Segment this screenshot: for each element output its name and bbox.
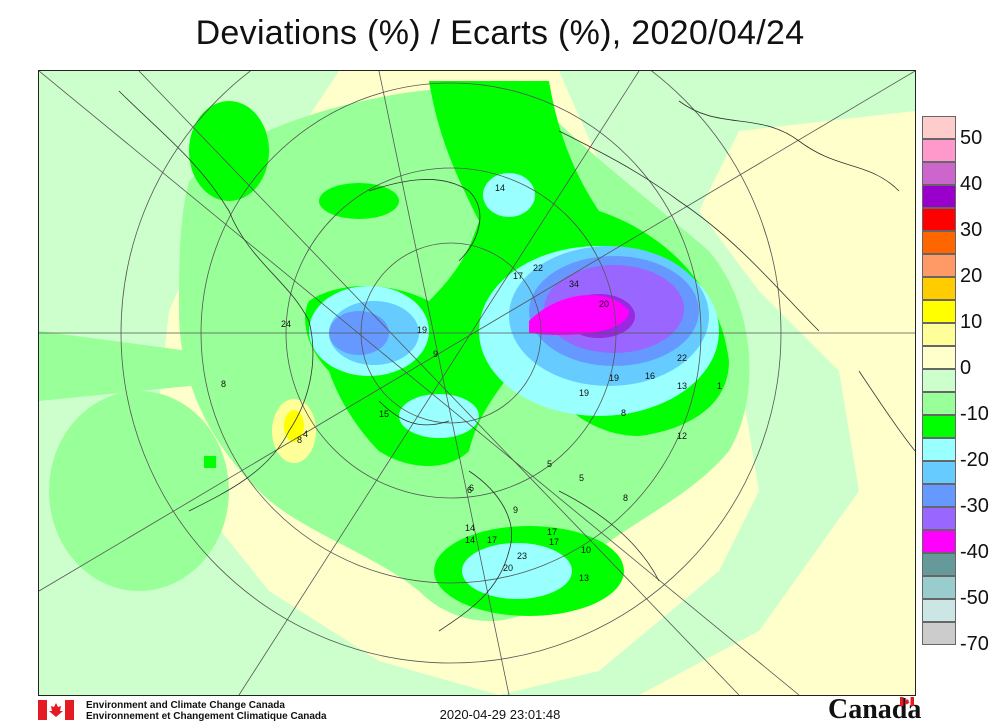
legend-swatch xyxy=(922,553,956,576)
legend-swatch xyxy=(922,461,956,484)
legend-swatch xyxy=(922,599,956,622)
station-value: 22 xyxy=(533,263,543,273)
station-value: 17 xyxy=(547,527,557,537)
station-value: 9 xyxy=(433,349,438,359)
legend-swatch xyxy=(922,438,956,461)
organization-name-fr: Environnement et Changement Climatique C… xyxy=(86,711,327,722)
station-value: 20 xyxy=(599,299,609,309)
legend-swatch xyxy=(922,530,956,553)
station-value: 6 xyxy=(467,485,472,495)
station-value: 14 xyxy=(465,535,475,545)
legend-tick-label: -40 xyxy=(960,541,989,563)
legend-swatch xyxy=(922,208,956,231)
station-value: 23 xyxy=(517,551,527,561)
legend-swatch xyxy=(922,277,956,300)
legend-tick-label: 10 xyxy=(960,311,983,333)
station-value: 8 xyxy=(297,435,302,445)
station-value: 12 xyxy=(677,431,687,441)
canada-wordmark: Canada xyxy=(828,694,922,725)
legend-tick-label: -30 xyxy=(960,495,989,517)
legend-swatch xyxy=(922,254,956,277)
station-value: 14 xyxy=(495,183,505,193)
legend-tick-label: 30 xyxy=(960,219,983,241)
legend-tick-label: 40 xyxy=(960,173,983,195)
station-value: 13 xyxy=(579,573,589,583)
legend-swatch xyxy=(922,484,956,507)
station-value: 34 xyxy=(569,279,579,289)
legend-tick-label: -70 xyxy=(960,633,989,655)
legend-swatch xyxy=(922,576,956,599)
station-value: 5 xyxy=(547,459,552,469)
station-value: 1 xyxy=(717,381,722,391)
station-value: 4 xyxy=(303,429,308,439)
canada-flag-icon xyxy=(38,700,74,720)
station-value: 17 xyxy=(549,537,559,547)
station-value: 8 xyxy=(221,379,226,389)
color-legend: 50 40 30 20 10 0 -10 -20 -30 -40 -50 -70 xyxy=(922,116,1000,660)
station-value: 14 xyxy=(465,523,475,533)
legend-tick-label: -10 xyxy=(960,403,989,425)
legend-tick-label: 0 xyxy=(960,357,972,379)
station-value: 20 xyxy=(503,563,513,573)
station-value: 19 xyxy=(579,388,589,398)
legend-swatch xyxy=(922,300,956,323)
station-value: 9 xyxy=(513,505,518,515)
station-value: 6 xyxy=(469,483,474,493)
station-labels: 14 22 34 20 17 22 16 13 19 19 8 1 12 15 … xyxy=(221,183,722,583)
legend-swatch xyxy=(922,392,956,415)
legend-tick-label: -20 xyxy=(960,449,989,471)
legend-swatch xyxy=(922,323,956,346)
contour-yellow xyxy=(272,399,316,463)
station-value: 22 xyxy=(677,353,687,363)
legend-swatch xyxy=(922,415,956,438)
timestamp: 2020-04-29 23:01:48 xyxy=(439,707,561,722)
legend-swatch xyxy=(922,346,956,369)
legend-swatch xyxy=(922,116,956,139)
station-value: 17 xyxy=(487,535,497,545)
station-value: 24 xyxy=(281,319,291,329)
station-value: 13 xyxy=(677,381,687,391)
station-value: 8 xyxy=(623,493,628,503)
station-value: 10 xyxy=(581,545,591,555)
coastlines xyxy=(118,90,915,632)
legend-swatch xyxy=(922,139,956,162)
map-title: Deviations (%) / Ecarts (%), 2020/04/24 xyxy=(195,14,805,52)
station-value: 15 xyxy=(379,409,389,419)
station-value: 17 xyxy=(513,271,523,281)
organization-name: Environment and Climate Change Canada En… xyxy=(86,700,327,722)
station-value: 19 xyxy=(417,325,427,335)
legend-tick-label: 20 xyxy=(960,265,983,287)
wordmark-flag-icon xyxy=(900,697,914,706)
station-value: 19 xyxy=(609,373,619,383)
graticule xyxy=(39,71,915,695)
contour-light-green xyxy=(39,71,915,695)
legend-tick-label: -50 xyxy=(960,587,989,609)
legend-swatch xyxy=(922,162,956,185)
ozone-deviation-map: 14 22 34 20 17 22 16 13 19 19 8 1 12 15 … xyxy=(38,70,916,696)
organization-name-en: Environment and Climate Change Canada xyxy=(86,700,285,711)
legend-swatch xyxy=(922,622,956,645)
legend-swatch xyxy=(922,185,956,208)
polar-map-svg: 14 22 34 20 17 22 16 13 19 19 8 1 12 15 … xyxy=(39,71,915,695)
legend-swatch xyxy=(922,369,956,392)
station-value: 16 xyxy=(645,371,655,381)
station-value: 5 xyxy=(579,473,584,483)
legend-swatch xyxy=(922,507,956,530)
legend-tick-label: 50 xyxy=(960,127,983,149)
legend-swatch xyxy=(922,231,956,254)
station-value: 8 xyxy=(621,408,626,418)
